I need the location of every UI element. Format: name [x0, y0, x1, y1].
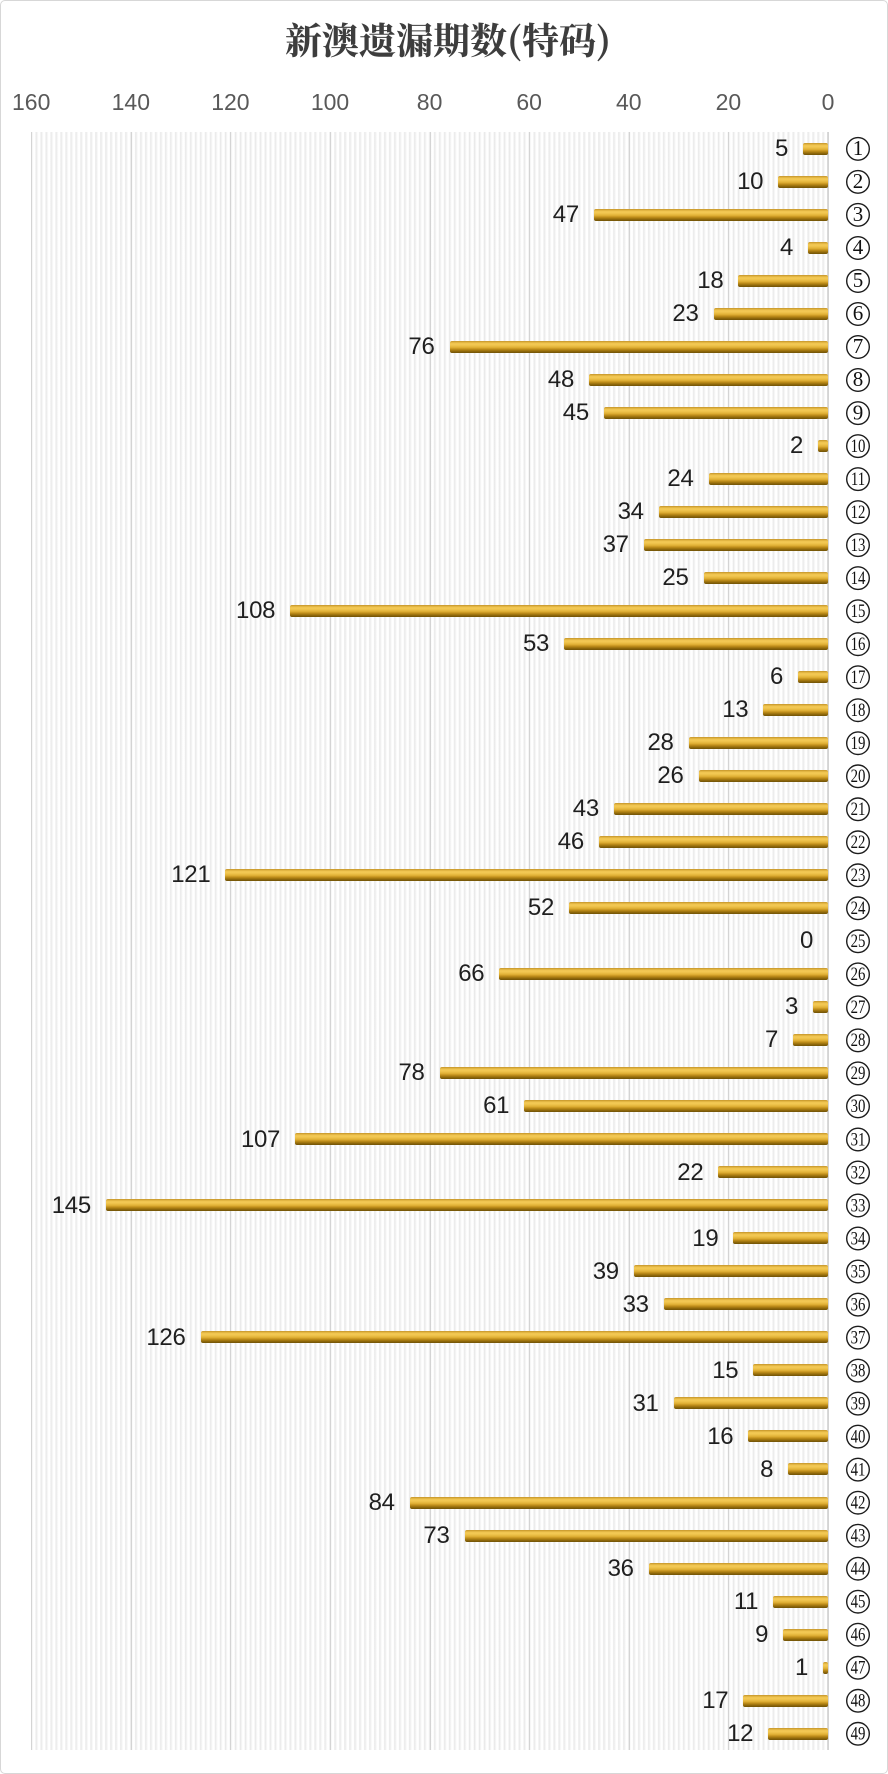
svg-text:46: 46	[851, 1624, 866, 1645]
svg-text:45: 45	[851, 1591, 866, 1612]
svg-text:3: 3	[853, 202, 864, 226]
svg-text:16: 16	[851, 633, 866, 654]
svg-text:33: 33	[851, 1195, 866, 1216]
svg-text:35: 35	[851, 1261, 866, 1282]
svg-text:15: 15	[851, 600, 866, 621]
svg-text:6: 6	[853, 301, 864, 325]
svg-text:2: 2	[853, 169, 864, 193]
svg-text:43: 43	[851, 1525, 866, 1546]
svg-text:41: 41	[851, 1459, 866, 1480]
svg-text:4: 4	[853, 235, 864, 259]
svg-text:47: 47	[851, 1657, 866, 1678]
svg-text:32: 32	[851, 1162, 866, 1183]
svg-text:5: 5	[853, 268, 864, 292]
svg-text:22: 22	[851, 831, 866, 852]
svg-text:26: 26	[851, 963, 866, 984]
svg-text:39: 39	[851, 1393, 866, 1414]
svg-text:23: 23	[851, 864, 866, 885]
svg-text:18: 18	[851, 699, 866, 720]
svg-text:38: 38	[851, 1360, 866, 1381]
svg-text:25: 25	[851, 930, 866, 951]
svg-text:28: 28	[851, 1029, 866, 1050]
svg-text:34: 34	[851, 1228, 866, 1249]
svg-text:24: 24	[851, 897, 866, 918]
svg-text:8: 8	[853, 367, 864, 391]
svg-text:37: 37	[851, 1327, 866, 1348]
svg-text:30: 30	[851, 1095, 866, 1116]
svg-text:49: 49	[851, 1723, 866, 1744]
svg-text:36: 36	[851, 1294, 866, 1315]
svg-text:40: 40	[851, 1426, 866, 1447]
svg-text:31: 31	[851, 1129, 866, 1150]
svg-text:13: 13	[851, 534, 866, 555]
svg-text:17: 17	[851, 666, 866, 687]
svg-text:11: 11	[851, 468, 865, 489]
svg-text:48: 48	[851, 1690, 866, 1711]
svg-text:44: 44	[851, 1558, 866, 1579]
svg-text:7: 7	[853, 334, 864, 358]
svg-text:10: 10	[851, 435, 866, 456]
svg-text:42: 42	[851, 1492, 866, 1513]
svg-text:20: 20	[851, 765, 866, 786]
svg-text:19: 19	[851, 732, 866, 753]
svg-text:14: 14	[851, 567, 866, 588]
svg-text:9: 9	[853, 400, 864, 424]
svg-text:29: 29	[851, 1062, 866, 1083]
svg-text:12: 12	[851, 501, 866, 522]
svg-text:1: 1	[853, 136, 864, 160]
svg-text:21: 21	[851, 798, 866, 819]
svg-text:27: 27	[851, 996, 866, 1017]
